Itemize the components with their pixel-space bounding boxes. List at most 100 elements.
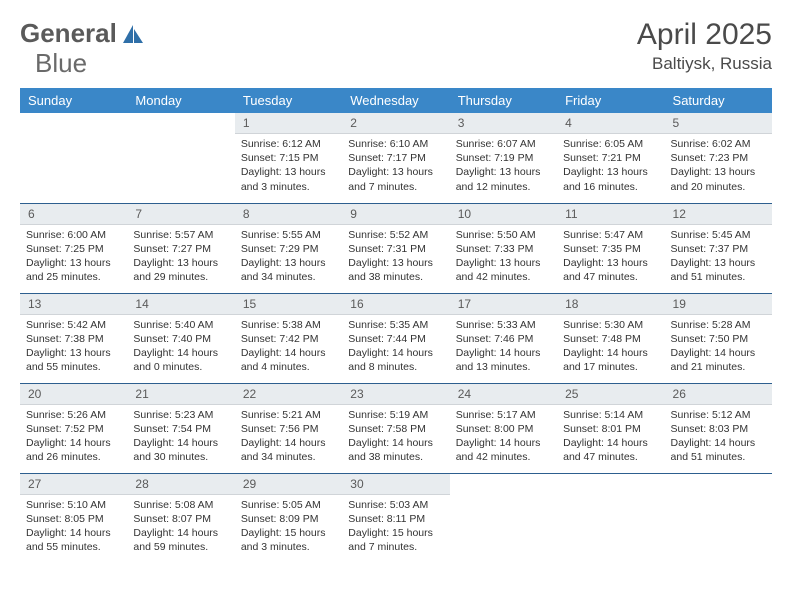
calendar-cell: 24Sunrise: 5:17 AMSunset: 8:00 PMDayligh…	[450, 383, 557, 473]
location: Baltiysk, Russia	[637, 54, 772, 74]
calendar-cell	[665, 473, 772, 563]
day-info: Sunrise: 5:10 AMSunset: 8:05 PMDaylight:…	[20, 495, 127, 561]
calendar-week-row: 27Sunrise: 5:10 AMSunset: 8:05 PMDayligh…	[20, 473, 772, 563]
calendar-cell	[450, 473, 557, 563]
day-number: 8	[235, 204, 342, 225]
calendar-cell: 15Sunrise: 5:38 AMSunset: 7:42 PMDayligh…	[235, 293, 342, 383]
day-info: Sunrise: 5:38 AMSunset: 7:42 PMDaylight:…	[235, 315, 342, 381]
day-number: 16	[342, 294, 449, 315]
day-info: Sunrise: 5:57 AMSunset: 7:27 PMDaylight:…	[127, 225, 234, 291]
calendar-cell: 5Sunrise: 6:02 AMSunset: 7:23 PMDaylight…	[665, 113, 772, 203]
day-number: 19	[665, 294, 772, 315]
calendar-week-row: 13Sunrise: 5:42 AMSunset: 7:38 PMDayligh…	[20, 293, 772, 383]
day-info: Sunrise: 6:10 AMSunset: 7:17 PMDaylight:…	[342, 134, 449, 200]
calendar-cell	[127, 113, 234, 203]
weekday-header: Saturday	[665, 88, 772, 113]
calendar-cell: 12Sunrise: 5:45 AMSunset: 7:37 PMDayligh…	[665, 203, 772, 293]
day-info: Sunrise: 5:26 AMSunset: 7:52 PMDaylight:…	[20, 405, 127, 471]
calendar-cell: 14Sunrise: 5:40 AMSunset: 7:40 PMDayligh…	[127, 293, 234, 383]
day-number: 17	[450, 294, 557, 315]
day-number: 5	[665, 113, 772, 134]
day-info: Sunrise: 5:28 AMSunset: 7:50 PMDaylight:…	[665, 315, 772, 381]
weekday-header: Sunday	[20, 88, 127, 113]
calendar-cell: 23Sunrise: 5:19 AMSunset: 7:58 PMDayligh…	[342, 383, 449, 473]
day-info: Sunrise: 5:45 AMSunset: 7:37 PMDaylight:…	[665, 225, 772, 291]
logo-sail-icon	[121, 23, 145, 45]
weekday-header: Wednesday	[342, 88, 449, 113]
calendar-cell: 9Sunrise: 5:52 AMSunset: 7:31 PMDaylight…	[342, 203, 449, 293]
day-info: Sunrise: 5:17 AMSunset: 8:00 PMDaylight:…	[450, 405, 557, 471]
day-number: 10	[450, 204, 557, 225]
calendar-cell: 4Sunrise: 6:05 AMSunset: 7:21 PMDaylight…	[557, 113, 664, 203]
day-number: 2	[342, 113, 449, 134]
calendar-cell: 18Sunrise: 5:30 AMSunset: 7:48 PMDayligh…	[557, 293, 664, 383]
day-number: 29	[235, 474, 342, 495]
weekday-header-row: SundayMondayTuesdayWednesdayThursdayFrid…	[20, 88, 772, 113]
day-number: 20	[20, 384, 127, 405]
logo-text-2: Blue	[35, 48, 87, 79]
calendar-cell: 30Sunrise: 5:03 AMSunset: 8:11 PMDayligh…	[342, 473, 449, 563]
day-number: 30	[342, 474, 449, 495]
day-info: Sunrise: 6:05 AMSunset: 7:21 PMDaylight:…	[557, 134, 664, 200]
day-number: 3	[450, 113, 557, 134]
day-info: Sunrise: 5:55 AMSunset: 7:29 PMDaylight:…	[235, 225, 342, 291]
day-info: Sunrise: 5:50 AMSunset: 7:33 PMDaylight:…	[450, 225, 557, 291]
day-number: 4	[557, 113, 664, 134]
day-number: 11	[557, 204, 664, 225]
day-number: 13	[20, 294, 127, 315]
calendar-cell: 22Sunrise: 5:21 AMSunset: 7:56 PMDayligh…	[235, 383, 342, 473]
day-info: Sunrise: 5:35 AMSunset: 7:44 PMDaylight:…	[342, 315, 449, 381]
title-block: April 2025 Baltiysk, Russia	[637, 18, 772, 74]
weekday-header: Thursday	[450, 88, 557, 113]
calendar-cell: 17Sunrise: 5:33 AMSunset: 7:46 PMDayligh…	[450, 293, 557, 383]
day-number: 1	[235, 113, 342, 134]
day-info: Sunrise: 5:52 AMSunset: 7:31 PMDaylight:…	[342, 225, 449, 291]
day-info: Sunrise: 5:08 AMSunset: 8:07 PMDaylight:…	[127, 495, 234, 561]
calendar-cell: 10Sunrise: 5:50 AMSunset: 7:33 PMDayligh…	[450, 203, 557, 293]
day-info: Sunrise: 6:07 AMSunset: 7:19 PMDaylight:…	[450, 134, 557, 200]
day-number: 23	[342, 384, 449, 405]
day-number: 12	[665, 204, 772, 225]
logo: General	[20, 18, 147, 49]
weekday-header: Friday	[557, 88, 664, 113]
day-info: Sunrise: 5:21 AMSunset: 7:56 PMDaylight:…	[235, 405, 342, 471]
day-info: Sunrise: 5:47 AMSunset: 7:35 PMDaylight:…	[557, 225, 664, 291]
day-info: Sunrise: 6:00 AMSunset: 7:25 PMDaylight:…	[20, 225, 127, 291]
day-number: 28	[127, 474, 234, 495]
day-number: 24	[450, 384, 557, 405]
day-info: Sunrise: 5:42 AMSunset: 7:38 PMDaylight:…	[20, 315, 127, 381]
month-title: April 2025	[637, 18, 772, 52]
day-info: Sunrise: 5:40 AMSunset: 7:40 PMDaylight:…	[127, 315, 234, 381]
calendar-body: 1Sunrise: 6:12 AMSunset: 7:15 PMDaylight…	[20, 113, 772, 563]
calendar-cell: 28Sunrise: 5:08 AMSunset: 8:07 PMDayligh…	[127, 473, 234, 563]
calendar-cell: 26Sunrise: 5:12 AMSunset: 8:03 PMDayligh…	[665, 383, 772, 473]
day-info: Sunrise: 5:03 AMSunset: 8:11 PMDaylight:…	[342, 495, 449, 561]
day-number: 18	[557, 294, 664, 315]
day-info: Sunrise: 6:12 AMSunset: 7:15 PMDaylight:…	[235, 134, 342, 200]
calendar-cell: 11Sunrise: 5:47 AMSunset: 7:35 PMDayligh…	[557, 203, 664, 293]
calendar-cell: 2Sunrise: 6:10 AMSunset: 7:17 PMDaylight…	[342, 113, 449, 203]
day-number: 26	[665, 384, 772, 405]
weekday-header: Tuesday	[235, 88, 342, 113]
calendar-cell: 20Sunrise: 5:26 AMSunset: 7:52 PMDayligh…	[20, 383, 127, 473]
day-number: 27	[20, 474, 127, 495]
calendar-cell: 25Sunrise: 5:14 AMSunset: 8:01 PMDayligh…	[557, 383, 664, 473]
calendar-cell: 7Sunrise: 5:57 AMSunset: 7:27 PMDaylight…	[127, 203, 234, 293]
calendar-cell: 16Sunrise: 5:35 AMSunset: 7:44 PMDayligh…	[342, 293, 449, 383]
day-number: 7	[127, 204, 234, 225]
calendar-cell: 27Sunrise: 5:10 AMSunset: 8:05 PMDayligh…	[20, 473, 127, 563]
calendar-cell: 3Sunrise: 6:07 AMSunset: 7:19 PMDaylight…	[450, 113, 557, 203]
calendar-cell: 8Sunrise: 5:55 AMSunset: 7:29 PMDaylight…	[235, 203, 342, 293]
day-info: Sunrise: 5:19 AMSunset: 7:58 PMDaylight:…	[342, 405, 449, 471]
day-info: Sunrise: 5:14 AMSunset: 8:01 PMDaylight:…	[557, 405, 664, 471]
day-info: Sunrise: 5:33 AMSunset: 7:46 PMDaylight:…	[450, 315, 557, 381]
weekday-header: Monday	[127, 88, 234, 113]
day-number: 22	[235, 384, 342, 405]
calendar-cell: 1Sunrise: 6:12 AMSunset: 7:15 PMDaylight…	[235, 113, 342, 203]
day-info: Sunrise: 5:05 AMSunset: 8:09 PMDaylight:…	[235, 495, 342, 561]
day-number: 6	[20, 204, 127, 225]
header: General April 2025 Baltiysk, Russia	[20, 18, 772, 74]
day-info: Sunrise: 5:12 AMSunset: 8:03 PMDaylight:…	[665, 405, 772, 471]
logo-text-1: General	[20, 18, 117, 49]
calendar-cell: 13Sunrise: 5:42 AMSunset: 7:38 PMDayligh…	[20, 293, 127, 383]
